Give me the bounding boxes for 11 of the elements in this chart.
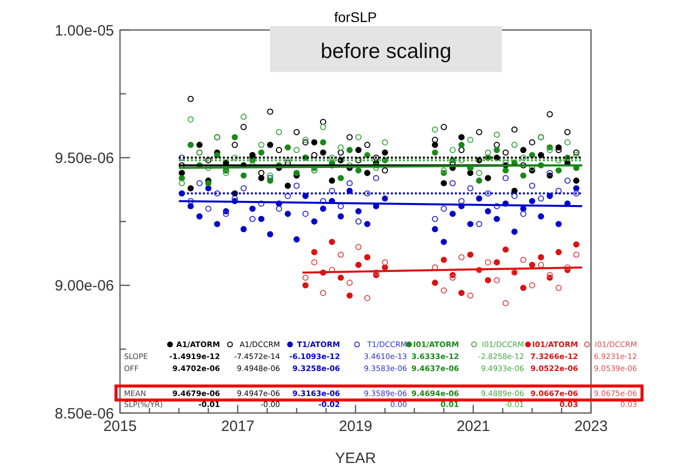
x-axis-title: YEAR [335, 450, 376, 467]
annotation: before scaling [320, 40, 452, 63]
x-tick-label: 2017 [221, 418, 254, 435]
chart-title: forSLP [334, 9, 377, 25]
y-tick-label: 1.00e-05 [54, 22, 114, 40]
x-tick-label: 2019 [338, 418, 372, 435]
x-tick-label: 2015 [103, 418, 137, 435]
x-tick-label: 2021 [456, 418, 490, 435]
y-tick-label: 9.00e-06 [54, 278, 114, 295]
y-tick-label: 9.50e-06 [54, 150, 114, 167]
x-tick-label: 2023 [574, 418, 608, 435]
